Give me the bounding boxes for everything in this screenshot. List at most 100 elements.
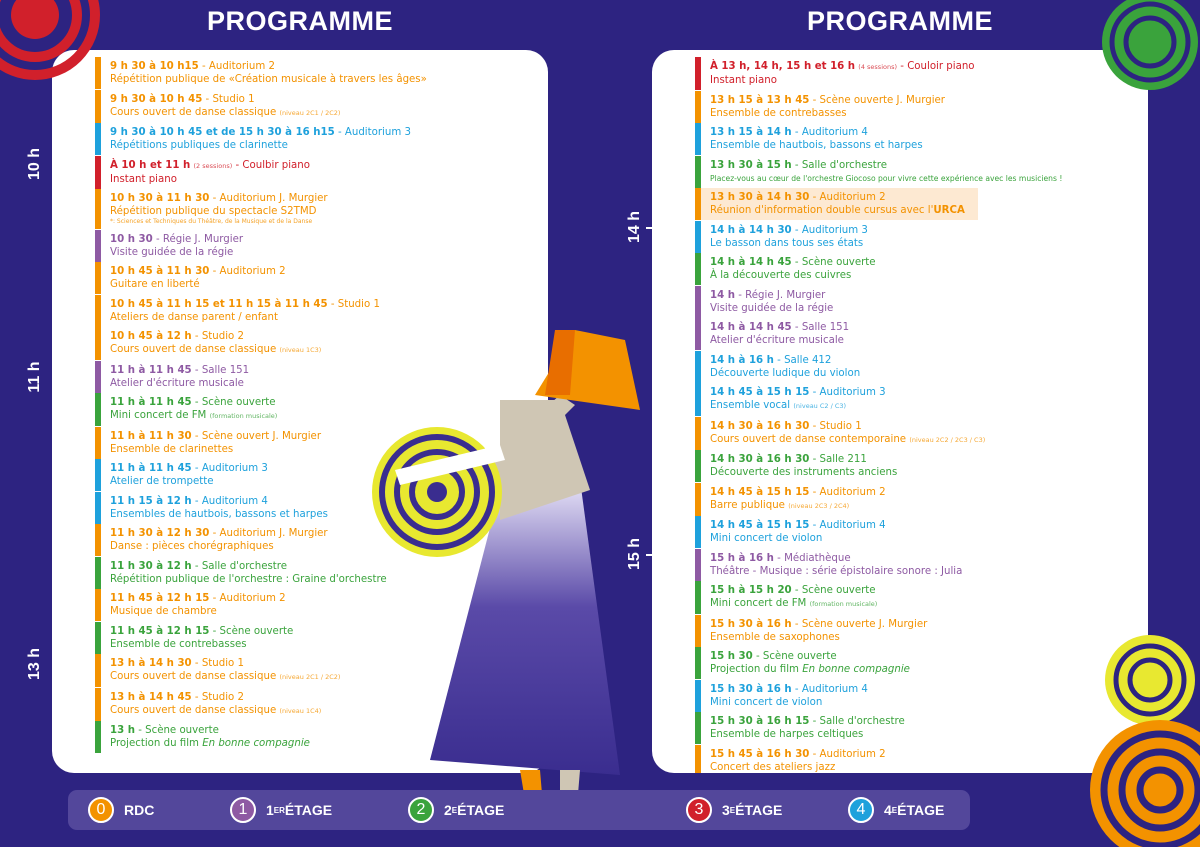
entry-separator: -	[791, 322, 802, 333]
entry-time: À 10 h et 11 h	[110, 159, 191, 171]
entry-separator: -	[134, 725, 146, 736]
schedule-entry: 11 h à 11 h 45 - Auditorium 3 Atelier de …	[95, 459, 538, 491]
hour-label: 14 h	[626, 211, 643, 244]
schedule-entry: 9 h 30 à 10 h 45 - Studio 1 Cours ouvert …	[95, 89, 538, 123]
schedule-entry: 13 h à 14 h 45 - Studio 2 Cours ouvert de…	[95, 687, 538, 721]
entry-time: 10 h 30 à 11 h 30	[110, 193, 210, 204]
entry-description-text: Ensemble de hautbois, bassons et harpes	[710, 140, 923, 151]
entry-description-text: Réunion d'information double cursus avec…	[710, 205, 934, 216]
schedule-entry: 10 h 30 - Régie J. Murgier Visite guidée …	[95, 229, 538, 262]
entry-level-note: (formation musicale)	[209, 412, 278, 420]
schedule-entry: 15 h 30 à 16 h 15 - Salle d'orchestre Ens…	[695, 712, 1138, 744]
entry-description-text: À la découverte des cuivres	[710, 270, 852, 281]
entry-description-text: Mini concert de violon	[710, 533, 823, 544]
entry-time: 13 h à 14 h 45	[110, 691, 192, 703]
entry-time: 10 h 45 à 12 h	[110, 331, 192, 342]
entry-location: Auditorium 4	[801, 127, 868, 138]
programme-panel-left: 9 h 30 à 10 h15 - Auditorium 2 Répétition…	[52, 50, 548, 773]
entry-level-note: (niveau 2C2 / 2C3 / C3)	[909, 435, 986, 444]
entry-time: 11 h 45 à 12 h 15	[110, 625, 210, 637]
entry-time: 14 h 45 à 15 h 15	[710, 520, 810, 531]
entry-description-text: Ensemble de clarinettes	[110, 443, 234, 455]
entry-description: Répétitions publiques de clarinette	[110, 139, 538, 152]
entry-description: Cours ouvert de danse classique (niveau …	[110, 106, 538, 120]
entry-description: Ensemble de hautbois, bassons et harpes	[710, 139, 1138, 152]
entry-header: 10 h 30 - Régie J. Murgier	[110, 233, 538, 246]
entry-description: Réunion d'information double cursus avec…	[710, 204, 978, 217]
entry-time: 13 h 30 à 15 h	[710, 159, 792, 171]
entry-separator: -	[209, 528, 220, 539]
entry-separator: -	[191, 658, 202, 669]
entry-header: 13 h à 14 h 30 - Studio 1	[110, 657, 538, 670]
entry-header: 10 h 30 à 11 h 30 - Auditorium J. Murgie…	[110, 192, 538, 205]
entry-description: Le basson dans tous ses états	[710, 237, 1138, 250]
entry-header: 14 h 30 à 16 h 30 - Studio 1	[710, 420, 1138, 433]
entry-description: Mini concert de violon	[710, 532, 1138, 545]
entry-description: Répétition publique de «Création musical…	[110, 73, 538, 86]
entry-description-text: Projection du film	[710, 664, 803, 675]
entry-time: 9 h 30 à 10 h15	[110, 61, 199, 72]
page-title-left: PROGRAMME	[207, 6, 393, 36]
entry-location: Couloir piano	[907, 61, 975, 72]
entry-description: Ensemble de contrebasses	[710, 107, 1138, 120]
entry-location: Studio 1	[337, 298, 380, 310]
entry-level-note: (niveau 1C3)	[279, 346, 322, 354]
schedule-entry: 14 h à 14 h 45 - Salle 151 Atelier d'écri…	[695, 318, 1138, 350]
entry-description: Théâtre - Musique : série épistolaire so…	[710, 565, 1138, 578]
entry-location: Auditorium 2	[819, 748, 886, 760]
entry-description-text: Danse : pièces chorégraphiques	[110, 541, 274, 552]
entry-level-note: (niveau 2C1 / 2C2)	[279, 108, 341, 117]
floor-label-suffix: ÉTAGE	[897, 802, 945, 818]
schedule-list-left: 9 h 30 à 10 h15 - Auditorium 2 Répétition…	[95, 57, 538, 754]
entry-header: 14 h à 16 h - Salle 412	[710, 354, 1138, 367]
entry-time: 14 h 30 à 16 h 30	[710, 454, 810, 465]
entry-separator: -	[773, 552, 785, 564]
entry-time-note: (4 sessions)	[858, 63, 898, 71]
entry-description: Concert des ateliers jazz	[710, 761, 1138, 774]
entry-time: 14 h 45 à 15 h 15	[710, 486, 810, 498]
entry-location: Studio 1	[819, 420, 862, 432]
entry-separator: -	[191, 397, 202, 408]
floor-label-suffix: ÉTAGE	[284, 802, 333, 818]
entry-description-text: Ensemble de contrebasses	[110, 638, 247, 650]
entry-separator: -	[191, 430, 202, 442]
schedule-list-right: À 13 h, 14 h, 15 h et 16 h (4 sessions) …	[695, 57, 1138, 773]
entry-header: 13 h 30 à 15 h - Salle d'orchestre	[710, 159, 1138, 172]
entry-description: Ensemble de saxophones	[710, 631, 1138, 644]
schedule-entry: 14 h 45 à 15 h 15 - Auditorium 4 Mini con…	[695, 516, 1138, 548]
entry-location: Auditorium 2	[819, 486, 886, 498]
entry-description: Mini concert de FM (formation musicale)	[110, 409, 538, 423]
entry-header: 15 h 30 à 16 h - Scène ouverte J. Murgie…	[710, 618, 1138, 631]
entry-description: Cours ouvert de danse classique (niveau …	[110, 704, 538, 718]
entry-separator: -	[191, 560, 202, 572]
entry-location: Salle d'orchestre	[201, 560, 288, 572]
entry-location: Scène ouverte	[201, 397, 276, 408]
entry-description: Placez-vous au cœur de l'orchestre Gioco…	[710, 172, 1138, 185]
schedule-entry: 14 h 45 à 15 h 15 - Auditorium 3 Ensemble…	[695, 383, 1138, 416]
entry-time: À 13 h, 14 h, 15 h et 16 h	[710, 61, 856, 72]
entry-description: Guitare en liberté	[110, 278, 538, 291]
entry-description: Ensemble vocal (niveau C2 / C3)	[710, 399, 1138, 413]
entry-header: 13 h - Scène ouverte	[110, 724, 538, 737]
entry-time: 11 h à 11 h 45	[110, 364, 192, 376]
schedule-entry: 10 h 45 à 11 h 30 - Auditorium 2 Guitare …	[95, 262, 538, 294]
entry-level-note: (niveau 1C4)	[279, 706, 322, 715]
entry-header: 10 h 45 à 12 h - Studio 2	[110, 330, 538, 343]
entry-separator: -	[198, 61, 209, 72]
entry-time: 15 h à 15 h 20	[710, 585, 792, 596]
entry-description-text: Ensemble de harpes celtiques	[710, 729, 864, 740]
floor-number-badge: 0	[88, 797, 114, 823]
floor-number-badge: 4	[848, 797, 874, 823]
entry-description-text: Répétition publique de «Création musical…	[110, 74, 427, 85]
entry-description: Atelier de trompette	[110, 475, 538, 488]
entry-separator: -	[809, 748, 820, 760]
entry-header: 14 h à 14 h 45 - Scène ouverte	[710, 256, 1138, 269]
entry-description: Projection du film En bonne compagnie	[710, 663, 1138, 676]
entry-separator: -	[809, 486, 820, 498]
entry-header: 9 h 30 à 10 h15 - Auditorium 2	[110, 60, 538, 73]
floor-legend: 0 RDC 1 1 ER ÉTAGE 2 2 E ÉTAGE 3 3 E ÉTAGE 4 4 E ÉTAG…	[68, 790, 970, 830]
entry-description-text: Théâtre - Musique : série épistolaire so…	[710, 565, 963, 577]
entry-header: 14 h 45 à 15 h 15 - Auditorium 3	[710, 386, 1138, 399]
entry-description-text: Cours ouvert de danse classique	[110, 106, 277, 118]
